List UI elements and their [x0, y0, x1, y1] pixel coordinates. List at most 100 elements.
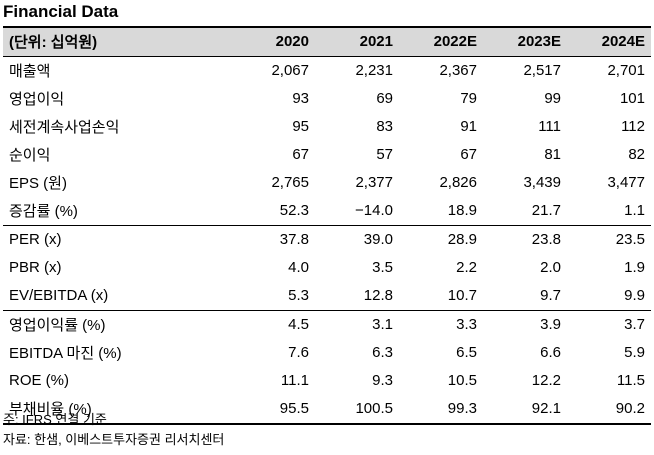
table-row: EBITDA 마진 (%) 7.6 6.3 6.5 6.6 5.9: [3, 339, 651, 367]
cell-value: 2,367: [439, 62, 477, 79]
cell-value: 39.0: [363, 231, 393, 248]
table-row: EV/EBITDA (x) 5.3 12.8 10.7 9.7 9.9: [3, 281, 651, 311]
header-year: 2020: [231, 26, 315, 57]
cell-value: 1.1: [567, 196, 651, 226]
cell-value: 12.2: [531, 372, 561, 389]
cell-value: 10.5: [447, 372, 477, 389]
row-label: 증감률 (%): [3, 196, 231, 226]
cell-value: 82: [628, 146, 645, 163]
cell-value: 3.9: [540, 316, 561, 333]
row-label: PER (x): [9, 231, 62, 248]
cell-value: 11.1: [280, 372, 309, 389]
cell-value: 3,477: [607, 174, 645, 191]
cell-value: 1.9: [624, 259, 645, 276]
cell-value: 9.3: [372, 372, 393, 389]
footnotes: 주: IFRS 연결 기준 자료: 한샘, 이베스트투자증권 리서치센터: [3, 410, 224, 450]
cell-value: 37.8: [279, 231, 309, 248]
cell-value: 18.9: [399, 196, 483, 226]
cell-value: 21.7: [483, 196, 567, 226]
row-label: EV/EBITDA (x): [3, 281, 231, 311]
cell-value: 57: [376, 146, 393, 163]
row-label: 매출액: [9, 63, 51, 80]
cell-value: 6.3: [372, 344, 393, 361]
cell-value: 81: [544, 146, 561, 163]
row-label: EBITDA 마진 (%): [9, 345, 122, 362]
cell-value: 83: [376, 118, 393, 135]
cell-value: 2.2: [456, 259, 477, 276]
cell-value: 93: [292, 90, 309, 107]
financial-data-table: (단위: 십억원) 2020 2021 2022E 2023E 2024E 매출…: [3, 26, 651, 425]
row-label: EPS (원): [9, 175, 67, 192]
table-row: 순이익 67 57 67 81 82: [3, 141, 651, 169]
header-year: 2021: [315, 26, 399, 57]
page-title: Financial Data: [3, 2, 119, 21]
row-label: ROE (%): [9, 372, 69, 389]
cell-value: 69: [376, 90, 393, 107]
cell-value: 9.7: [483, 281, 567, 311]
row-label: PBR (x): [9, 259, 62, 276]
cell-value: 95.5: [231, 394, 315, 425]
cell-value: 52.3: [231, 196, 315, 226]
cell-value: 2,701: [607, 62, 645, 79]
cell-value: 2.0: [540, 259, 561, 276]
cell-value: 67: [460, 146, 477, 163]
table-row: 증감률 (%) 52.3 −14.0 18.9 21.7 1.1: [3, 196, 651, 226]
cell-value: 111: [538, 118, 561, 135]
cell-value: 100.5: [315, 394, 399, 425]
cell-value: 6.6: [540, 344, 561, 361]
cell-value: 3.7: [624, 316, 645, 333]
table-row: 세전계속사업손익 95 83 91 111 112: [3, 113, 651, 141]
cell-value: 5.3: [231, 281, 315, 311]
cell-value: 3.5: [372, 259, 393, 276]
header-year: 2022E: [399, 26, 483, 57]
header-year: 2024E: [567, 26, 651, 57]
cell-value: 99: [544, 90, 561, 107]
cell-value: 2,231: [355, 62, 393, 79]
cell-value: 90.2: [567, 394, 651, 425]
cell-value: 28.9: [447, 231, 477, 248]
cell-value: −14.0: [315, 196, 399, 226]
table-row: EPS (원) 2,765 2,377 2,826 3,439 3,477: [3, 169, 651, 197]
cell-value: 23.8: [531, 231, 561, 248]
cell-value: 2,765: [271, 174, 309, 191]
table-row: 영업이익률 (%) 4.5 3.1 3.3 3.9 3.7: [3, 310, 651, 339]
table-row: PER (x) 37.8 39.0 28.9 23.8 23.5: [3, 225, 651, 254]
row-label: 영업이익: [9, 91, 65, 108]
cell-value: 6.5: [456, 344, 477, 361]
cell-value: 3.3: [456, 316, 477, 333]
cell-value: 95: [292, 118, 309, 135]
cell-value: 23.5: [615, 231, 645, 248]
row-label: 순이익: [9, 147, 51, 164]
footnote-source: 자료: 한샘, 이베스트투자증권 리서치센터: [3, 432, 225, 447]
cell-value: 12.8: [315, 281, 399, 311]
cell-value: 92.1: [483, 394, 567, 425]
table-row: 매출액 2,067 2,231 2,367 2,517 2,701: [3, 56, 651, 85]
table-row: PBR (x) 4.0 3.5 2.2 2.0 1.9: [3, 254, 651, 282]
row-label: 세전계속사업손익: [9, 119, 120, 136]
financial-table-container: (단위: 십억원) 2020 2021 2022E 2023E 2024E 매출…: [3, 26, 651, 425]
cell-value: 10.7: [399, 281, 483, 311]
cell-value: 2,377: [355, 174, 393, 191]
cell-value: 11.5: [616, 372, 645, 389]
table-row: 부채비율 (%) 95.5 100.5 99.3 92.1 90.2: [3, 394, 651, 425]
cell-value: 79: [460, 90, 477, 107]
row-label: 영업이익률 (%): [9, 317, 106, 334]
cell-value: 7.6: [288, 344, 309, 361]
cell-value: 67: [292, 146, 309, 163]
footnote-basis: 주: IFRS 연결 기준: [3, 412, 107, 427]
cell-value: 4.5: [288, 316, 309, 333]
cell-value: 2,517: [523, 62, 561, 79]
cell-value: 2,826: [439, 174, 477, 191]
cell-value: 3.1: [372, 316, 393, 333]
table-row: ROE (%) 11.1 9.3 10.5 12.2 11.5: [3, 367, 651, 395]
table-header-row: (단위: 십억원) 2020 2021 2022E 2023E 2024E: [3, 26, 651, 57]
cell-value: 99.3: [399, 394, 483, 425]
header-unit: (단위: 십억원): [3, 26, 231, 57]
cell-value: 101: [619, 90, 645, 107]
cell-value: 9.9: [567, 281, 651, 311]
table-row: 영업이익 93 69 79 99 101: [3, 85, 651, 113]
cell-value: 5.9: [624, 344, 645, 361]
cell-value: 3,439: [523, 174, 561, 191]
cell-value: 112: [621, 118, 645, 135]
header-year: 2023E: [483, 26, 567, 57]
